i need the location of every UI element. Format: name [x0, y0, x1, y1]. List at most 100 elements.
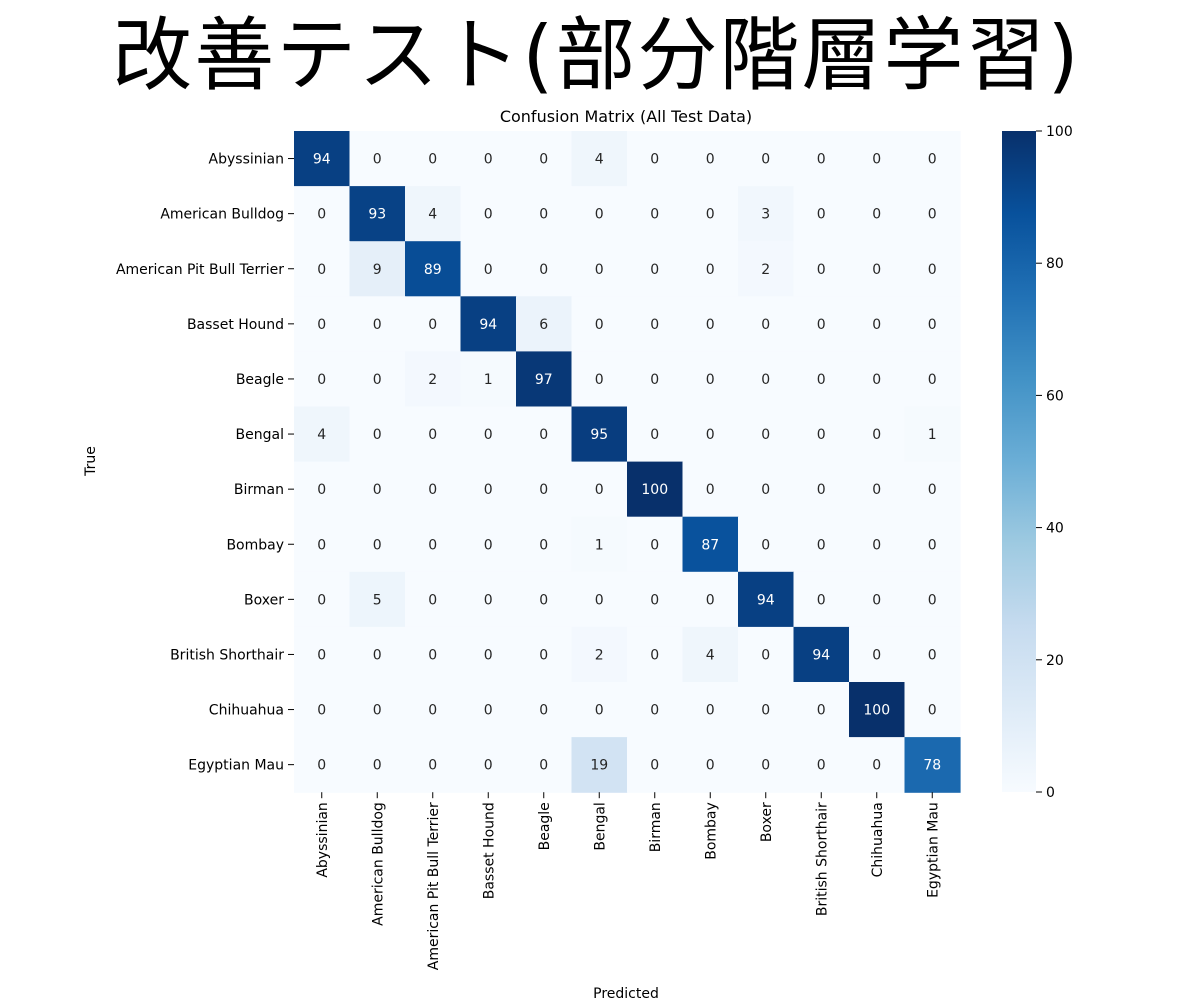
cell-value-label: 0 — [817, 152, 826, 168]
heatmap-cell — [405, 186, 462, 242]
heatmap-cell — [627, 461, 684, 518]
heatmap-cell — [460, 571, 517, 628]
heatmap-cell — [405, 296, 462, 352]
cell-value-label: 0 — [317, 262, 326, 278]
heatmap-cell — [682, 516, 739, 573]
heatmap-cell — [516, 461, 573, 518]
heatmap-cell — [460, 296, 517, 352]
heatmap-cell — [849, 571, 906, 628]
cell-value-label: 0 — [706, 372, 715, 388]
cell-value-label: 4 — [706, 647, 715, 663]
cell-value-label: 0 — [706, 592, 715, 608]
cell-value-label: 0 — [539, 262, 548, 278]
cell-value-label: 2 — [595, 647, 604, 663]
heatmap-cell — [349, 351, 406, 408]
cell-value-label: 0 — [373, 317, 382, 333]
heatmap-cell — [571, 461, 628, 518]
y-axis-label: True — [83, 446, 99, 477]
heatmap-cell — [849, 241, 906, 297]
cell-value-label: 0 — [817, 207, 826, 223]
cell-value-label: 100 — [641, 482, 668, 498]
cell-value-label: 0 — [872, 482, 881, 498]
heatmap-cell-labels: 94 0 0 0 0 4 0 0 0 0 0 0 0 93 4 0 0 0 0 0 3 0 0 0 0 9 89 0 0 0 0 0 2 0 0 0 0… — [313, 152, 941, 774]
y-tick-label: Bengal — [236, 427, 284, 443]
heatmap-cell — [460, 241, 517, 297]
cell-value-label: 0 — [595, 262, 604, 278]
heatmap-cell — [738, 296, 795, 352]
heatmap-cell — [516, 571, 573, 628]
cell-value-label: 0 — [650, 647, 659, 663]
cell-value-label: 0 — [872, 427, 881, 443]
cell-value-label: 4 — [317, 427, 326, 443]
cell-value-label: 0 — [317, 537, 326, 553]
heatmap-cell — [738, 131, 795, 187]
heatmap-cell — [405, 131, 462, 187]
heatmap-cell — [627, 131, 684, 187]
heatmap-cell — [904, 351, 961, 408]
heatmap-cell — [627, 186, 684, 242]
heatmap-cell — [405, 461, 462, 518]
heatmap-cell — [405, 682, 462, 738]
heatmap-cell — [571, 241, 628, 297]
cell-value-label: 0 — [595, 703, 604, 719]
heatmap-cell — [849, 186, 906, 242]
heatmap-cell — [294, 461, 351, 518]
y-tick-label: Boxer — [244, 592, 284, 608]
cell-value-label: 0 — [317, 207, 326, 223]
cell-value-label: 0 — [872, 317, 881, 333]
cell-value-label: 0 — [317, 703, 326, 719]
cell-value-label: 0 — [928, 537, 937, 553]
cell-value-label: 0 — [761, 647, 770, 663]
cell-value-label: 0 — [373, 427, 382, 443]
cell-value-label: 0 — [817, 537, 826, 553]
cell-value-label: 0 — [761, 152, 770, 168]
cell-value-label: 5 — [373, 592, 382, 608]
cell-value-label: 0 — [484, 152, 493, 168]
heatmap-cell — [849, 626, 906, 683]
heatmap-cell — [349, 131, 406, 187]
heatmap-cell — [849, 682, 906, 738]
colorbar-tick-label: 100 — [1046, 124, 1073, 140]
cell-value-label: 0 — [761, 758, 770, 774]
heatmap-cell — [793, 131, 850, 187]
cell-value-label: 0 — [373, 758, 382, 774]
cell-value-label: 0 — [539, 537, 548, 553]
cell-value-label: 0 — [761, 372, 770, 388]
cell-value-label: 4 — [428, 207, 437, 223]
heatmap-cell — [460, 516, 517, 573]
cell-value-label: 0 — [650, 758, 659, 774]
cell-value-label: 0 — [595, 317, 604, 333]
cell-value-label: 0 — [650, 372, 659, 388]
cell-value-label: 0 — [373, 647, 382, 663]
heatmap-cell — [904, 516, 961, 573]
cell-value-label: 0 — [928, 152, 937, 168]
heatmap-cell — [793, 351, 850, 408]
heatmap-cell — [738, 626, 795, 683]
heatmap-cell — [682, 461, 739, 518]
colorbar-tick-label: 60 — [1046, 388, 1064, 404]
heatmap-cell — [571, 406, 628, 463]
heatmap-cell — [405, 571, 462, 628]
heatmap-cell — [294, 571, 351, 628]
cell-value-label: 0 — [484, 703, 493, 719]
heatmap-cell — [738, 516, 795, 573]
x-tick-label: Bombay — [703, 802, 719, 860]
y-tick-label: American Bulldog — [160, 207, 284, 223]
heatmap-cell — [294, 131, 351, 187]
y-tick-label: Beagle — [236, 372, 284, 388]
x-tick-label: Beagle — [537, 802, 553, 850]
heatmap-cell — [516, 131, 573, 187]
cell-value-label: 0 — [817, 482, 826, 498]
x-tick-label: Egyptian Mau — [925, 802, 941, 898]
heatmap-cell — [516, 351, 573, 408]
cell-value-label: 0 — [484, 482, 493, 498]
cell-value-label: 2 — [761, 262, 770, 278]
cell-value-label: 0 — [595, 207, 604, 223]
heatmap-cell — [682, 626, 739, 683]
cell-value-label: 0 — [706, 207, 715, 223]
heatmap-cell — [516, 682, 573, 738]
heatmap-cell — [405, 351, 462, 408]
cell-value-label: 0 — [817, 758, 826, 774]
cell-value-label: 0 — [484, 207, 493, 223]
cell-value-label: 0 — [539, 647, 548, 663]
